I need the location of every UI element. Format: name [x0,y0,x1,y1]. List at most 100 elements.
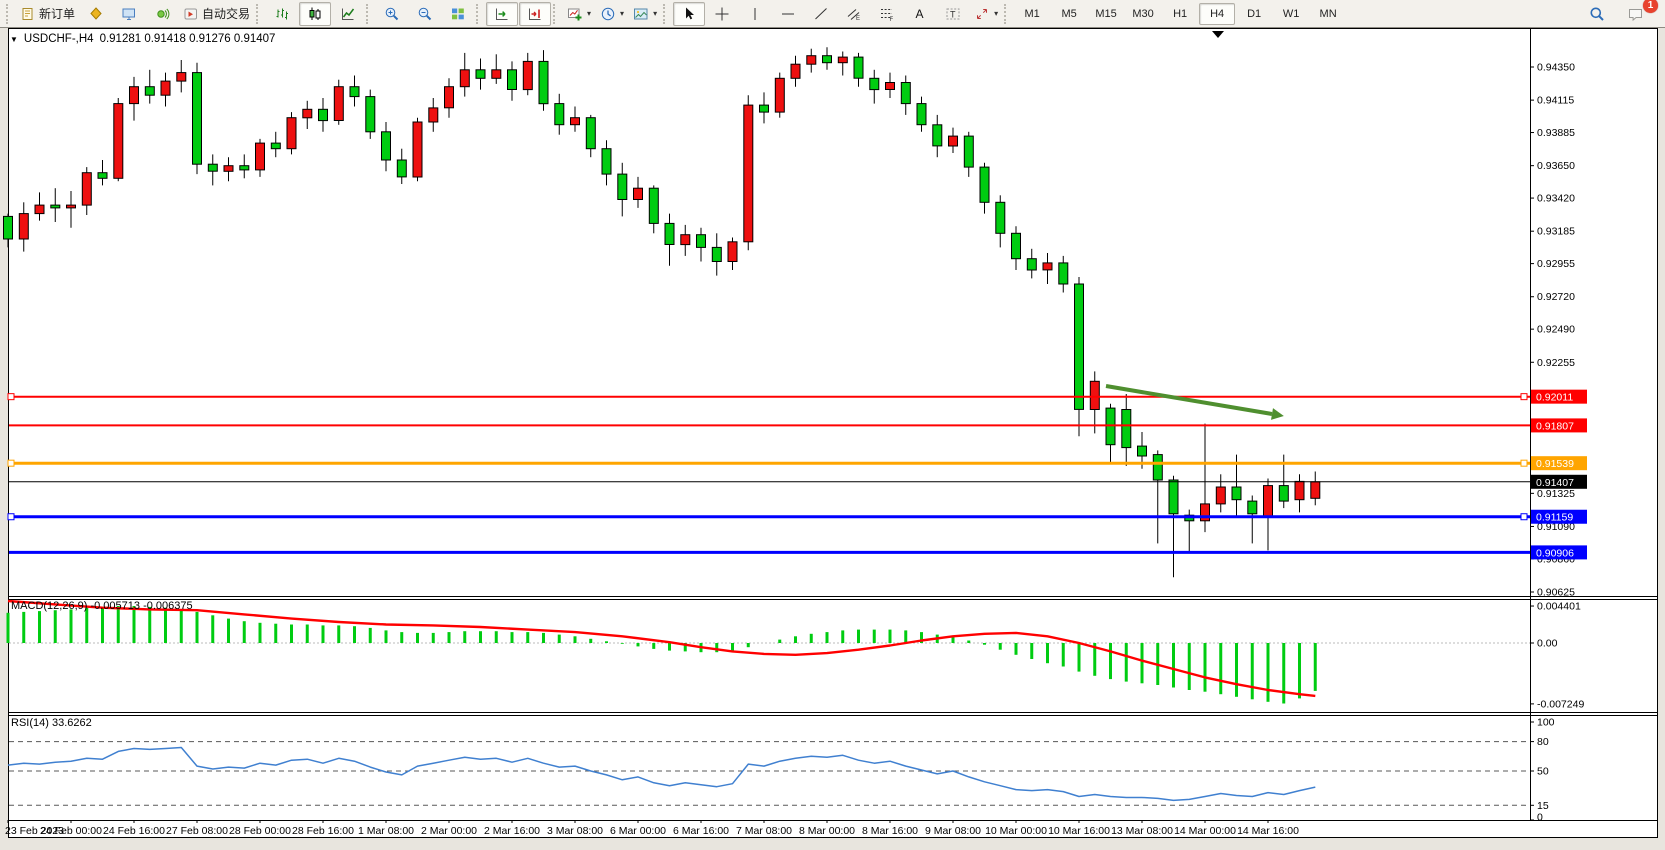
timeframe-button-m5[interactable]: M5 [1061,7,1077,20]
chart-shift-marker-icon[interactable] [1212,31,1224,38]
channel-button[interactable]: E [838,2,870,26]
toolbar-grip [366,3,372,24]
terminal-button[interactable] [113,2,145,26]
price-line-0.91807[interactable]: 0.91807 [9,418,1587,433]
terminal-icon [121,6,137,22]
current-price-line: 0.91407 [9,474,1587,489]
price-line-0.90906[interactable]: 0.90906 [9,545,1587,560]
candle [66,191,76,228]
candle [664,213,675,266]
diamond-button[interactable] [80,2,112,26]
line-handle[interactable] [7,459,15,467]
svg-text:50: 50 [1537,766,1549,778]
svg-text:24 Feb 16:00: 24 Feb 16:00 [103,825,165,837]
periods-button[interactable]: ▾ [596,2,628,26]
svg-text:0.91325: 0.91325 [1537,488,1575,500]
auto-scroll-button[interactable] [486,1,519,26]
candle [979,162,990,214]
candle [318,98,328,132]
candle [633,176,643,208]
periods-icon [600,6,616,22]
price-line-0.91539[interactable]: 0.91539 [7,456,1587,471]
chat-button[interactable]: 1 [1619,0,1658,26]
candle [223,157,234,182]
candle [759,92,769,124]
svg-text:0.93420: 0.93420 [1537,193,1575,205]
timeframe-button-w1[interactable]: W1 [1282,7,1300,20]
svg-text:23 Feb 2023: 23 Feb 2023 [5,825,64,837]
candle [491,54,502,84]
crosshair-icon [714,6,730,22]
candle [1215,474,1226,513]
candlestick-button[interactable] [299,1,332,26]
line-handle[interactable] [1520,459,1528,467]
candlestick-series [3,47,1321,578]
arrows-button[interactable]: ▾ [970,2,1002,26]
timeframe-button-h4[interactable]: H4 [1199,2,1236,25]
button-autotrading[interactable]: 自动交易 [179,2,254,26]
tile-windows-button[interactable] [442,2,474,26]
indicators-button[interactable]: ▾ [563,2,595,26]
notification-badge[interactable]: 1 [1643,0,1658,13]
fibonacci-button[interactable]: F [871,2,903,26]
line-handle[interactable] [7,393,15,401]
candle [1011,226,1021,270]
horizontal-line-button[interactable] [772,2,804,26]
candle [396,148,407,184]
line-handle[interactable] [1520,513,1528,521]
line-handle[interactable] [7,513,15,521]
trendline-button[interactable] [805,2,837,26]
chart-ohlc-values: 0.91281 0.91418 0.91276 0.91407 [99,33,276,45]
text-label-button[interactable]: T [937,2,969,26]
zoom-in-button[interactable] [376,2,408,26]
trend-arrow-annotation[interactable] [1105,384,1284,420]
svg-text:100: 100 [1537,717,1555,729]
zoom-out-button[interactable] [409,2,441,26]
timeframe-button-m15[interactable]: M15 [1095,7,1117,20]
crosshair-button[interactable] [706,2,738,26]
templates-button[interactable]: ▾ [629,2,661,26]
cursor-icon [681,6,697,22]
svg-text:10 Mar 16:00: 10 Mar 16:00 [1048,825,1110,837]
button-new-order[interactable]: 新订单 [16,2,79,26]
broadcast-button[interactable] [146,2,178,26]
candle [1152,450,1163,544]
candle [1074,277,1084,437]
timeframe-button-mn[interactable]: MN [1319,7,1337,20]
price-line-0.91159[interactable]: 0.91159 [7,509,1587,524]
search-button[interactable] [1581,2,1613,26]
vertical-line-button[interactable] [739,2,771,26]
diamond-icon [88,6,104,22]
toolbar-grip [553,3,559,24]
svg-text:0.91407: 0.91407 [1536,477,1574,489]
price-line-0.92011[interactable]: 0.92011 [7,389,1587,404]
svg-text:0.90625: 0.90625 [1537,587,1575,599]
svg-text:6 Mar 16:00: 6 Mar 16:00 [673,825,729,837]
cursor-button[interactable] [673,1,706,26]
timeframe-button-m30[interactable]: M30 [1132,7,1154,20]
horizontal-line-icon [780,6,796,22]
line-handle[interactable] [1520,393,1528,401]
candle [50,188,61,222]
timeframe-button-d1[interactable]: D1 [1247,7,1262,20]
text-button[interactable]: A [904,2,936,26]
candle [459,52,470,97]
chart-shift-button[interactable] [519,1,552,26]
timeframe-button-h1[interactable]: H1 [1173,7,1188,20]
timeframe-button-m1[interactable]: M1 [1024,7,1040,20]
candle [129,76,139,121]
chevron-down-icon: ▾ [620,9,625,18]
candle [1247,495,1258,544]
candle [507,61,517,101]
candle [81,167,92,215]
bar-chart-button[interactable] [266,2,298,26]
svg-text:F: F [890,17,894,22]
candle [3,213,13,248]
chart-canvas[interactable]: 0.94350 0.94115 0.93885 0.93650 0.93420 0.931… [0,28,1665,845]
line-chart-button[interactable] [332,2,364,26]
chart-menu-triangle-icon[interactable]: ▼ [10,34,18,44]
candle [176,60,187,93]
svg-text:0: 0 [1537,812,1543,824]
chevron-down-icon: ▾ [587,9,592,18]
candle [192,62,202,175]
